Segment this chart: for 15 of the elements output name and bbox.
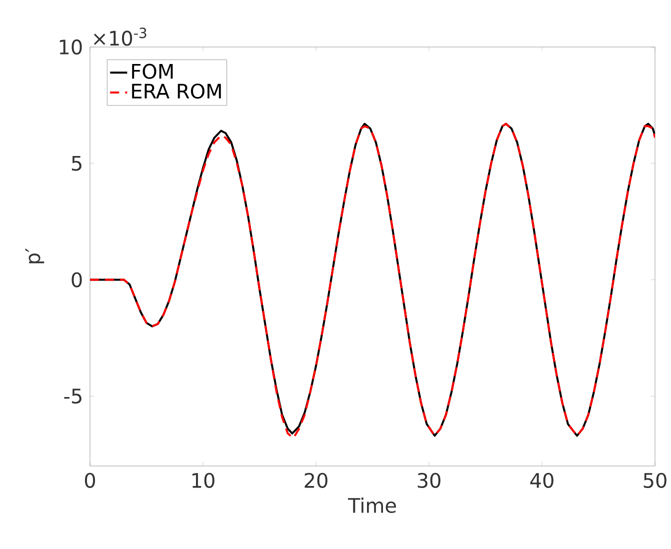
x-tick-label: 40 xyxy=(530,472,554,488)
y-tick-label: 10 xyxy=(60,39,82,55)
x-axis-title: Time xyxy=(348,498,396,513)
legend-label: ERA ROM xyxy=(132,84,221,99)
x-tick-label: 30 xyxy=(418,472,440,488)
y-axis-title: p′ xyxy=(25,248,44,264)
y-tick-label: 0 xyxy=(72,272,82,288)
x-tick-label: 50 xyxy=(644,472,666,488)
x-tick-label: 10 xyxy=(192,472,214,488)
x-tick-label: 0 xyxy=(84,472,96,488)
x-tick-label: 20 xyxy=(304,472,328,488)
text: ×10$^{-3}$ xyxy=(94,28,146,46)
y-tick-label: -5 xyxy=(64,388,82,404)
y-tick-label: 5 xyxy=(72,156,82,171)
legend-label: FOM xyxy=(132,64,173,79)
